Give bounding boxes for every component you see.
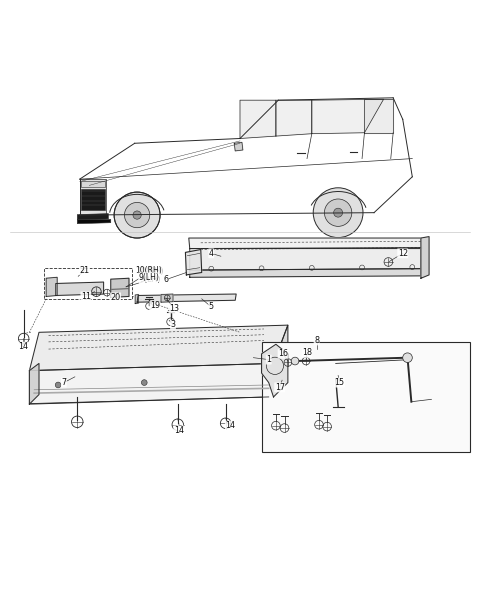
Polygon shape (77, 214, 108, 220)
Circle shape (124, 203, 150, 228)
Polygon shape (80, 179, 106, 215)
Text: 7: 7 (61, 378, 66, 387)
Text: 21: 21 (79, 266, 89, 275)
Polygon shape (46, 277, 57, 296)
Polygon shape (135, 294, 139, 304)
Circle shape (334, 208, 343, 217)
Text: 9(LH): 9(LH) (139, 275, 161, 284)
Text: 3: 3 (170, 320, 176, 329)
Circle shape (142, 379, 147, 386)
Polygon shape (364, 99, 393, 133)
Polygon shape (421, 237, 429, 278)
Polygon shape (262, 345, 288, 397)
Text: 10(RH): 10(RH) (136, 267, 164, 276)
Text: 11: 11 (81, 292, 91, 301)
Text: 5: 5 (209, 302, 214, 312)
Polygon shape (276, 100, 312, 136)
Text: 6: 6 (163, 275, 168, 284)
Circle shape (55, 382, 61, 388)
Polygon shape (111, 278, 129, 297)
Text: 16: 16 (278, 349, 288, 359)
Text: 13: 13 (169, 304, 179, 313)
Text: 9(LH): 9(LH) (139, 273, 159, 282)
Polygon shape (240, 100, 276, 138)
Text: 20: 20 (110, 293, 120, 302)
Text: 18: 18 (302, 348, 312, 357)
Polygon shape (190, 269, 421, 277)
Text: 10(RH): 10(RH) (136, 266, 162, 275)
Circle shape (313, 188, 363, 237)
Polygon shape (81, 181, 105, 187)
Polygon shape (189, 238, 422, 248)
Polygon shape (185, 250, 202, 275)
Polygon shape (29, 325, 288, 371)
Text: 19: 19 (150, 302, 160, 310)
Text: 17: 17 (275, 383, 285, 392)
Text: 14: 14 (226, 421, 235, 430)
Circle shape (133, 211, 141, 219)
Bar (44, 267, 132, 299)
Polygon shape (161, 294, 173, 302)
Text: 14: 14 (18, 342, 28, 351)
Text: 2: 2 (178, 425, 183, 434)
Circle shape (291, 357, 299, 365)
Polygon shape (29, 364, 274, 404)
Polygon shape (234, 143, 243, 151)
Text: 4: 4 (209, 249, 214, 258)
Circle shape (403, 353, 412, 362)
Polygon shape (77, 219, 111, 223)
Polygon shape (312, 99, 384, 133)
Bar (262, 342, 470, 452)
Circle shape (114, 192, 160, 238)
Polygon shape (56, 282, 104, 296)
Polygon shape (81, 188, 105, 211)
Text: 1: 1 (266, 355, 271, 364)
Polygon shape (137, 294, 236, 302)
Text: 15: 15 (335, 378, 345, 387)
Polygon shape (190, 248, 421, 270)
Circle shape (324, 199, 352, 226)
Text: 12: 12 (397, 249, 408, 258)
Text: 8: 8 (314, 336, 319, 345)
Polygon shape (29, 364, 39, 404)
Polygon shape (269, 325, 288, 397)
Text: 14: 14 (174, 426, 184, 435)
